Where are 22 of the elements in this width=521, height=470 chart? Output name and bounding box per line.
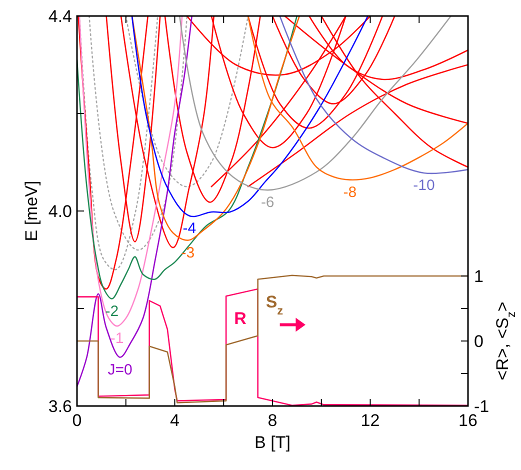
series-label: S$_{z}$ — [266, 292, 284, 318]
y2-tick-label: 0 — [474, 332, 484, 351]
series-label: -1 — [110, 330, 124, 348]
series-label: -2 — [105, 302, 119, 320]
x-axis-title: B [T] — [254, 433, 290, 452]
series-label: -8 — [343, 184, 357, 201]
y-tick-label: 3.6 — [48, 397, 72, 416]
x-tick-label: 8 — [268, 411, 278, 430]
series-label: -3 — [181, 244, 195, 262]
x-tick-label: 0 — [72, 411, 82, 430]
y2-tick-label: 1 — [474, 267, 484, 286]
x-tick-label: 4 — [170, 411, 180, 430]
series-label: -6 — [260, 194, 274, 212]
y-tick-label: 4.4 — [48, 7, 72, 26]
x-tick-label: 12 — [360, 411, 380, 430]
y-axis-title: E [meV] — [22, 180, 41, 242]
series-label: J=0 — [108, 361, 132, 378]
series-label: -4 — [182, 220, 196, 237]
y-tick-label: 4.0 — [48, 202, 72, 221]
x-tick-label: 16 — [458, 411, 478, 430]
series-label: -10 — [413, 176, 435, 194]
legend-label: R — [234, 309, 246, 328]
